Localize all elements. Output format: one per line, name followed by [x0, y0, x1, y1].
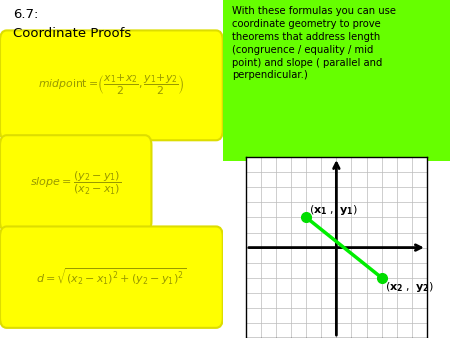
Text: With these formulas you can use
coordinate geometry to prove
theorems that addre: With these formulas you can use coordina… [232, 6, 396, 80]
Text: 6.7:: 6.7: [14, 8, 39, 21]
Text: $(\mathbf{x_2}\ ,\ \mathbf{y_2})$: $(\mathbf{x_2}\ ,\ \mathbf{y_2})$ [385, 280, 433, 294]
FancyBboxPatch shape [218, 0, 450, 164]
Text: $\mathit{d} = \sqrt{(x_2-x_1)^2+(y_2-y_1)^2}$: $\mathit{d} = \sqrt{(x_2-x_1)^2+(y_2-y_1… [36, 267, 186, 287]
FancyBboxPatch shape [0, 226, 223, 328]
FancyBboxPatch shape [0, 135, 152, 232]
FancyBboxPatch shape [0, 30, 223, 140]
Text: $\mathit{slope} = \dfrac{(y_2 - y_1)}{(x_2 - x_1)}$: $\mathit{slope} = \dfrac{(y_2 - y_1)}{(x… [30, 170, 122, 197]
Text: $\mathit{midpo}\mathrm{int} = \!\left(\dfrac{x_1\!+\!x_2}{2},\dfrac{y_1\!+\!y_2}: $\mathit{midpo}\mathrm{int} = \!\left(\d… [38, 73, 185, 97]
Text: $(\mathbf{x_1}\ ,\ \mathbf{y_1})$: $(\mathbf{x_1}\ ,\ \mathbf{y_1})$ [309, 203, 358, 217]
Text: Coordinate Proofs: Coordinate Proofs [14, 27, 131, 40]
